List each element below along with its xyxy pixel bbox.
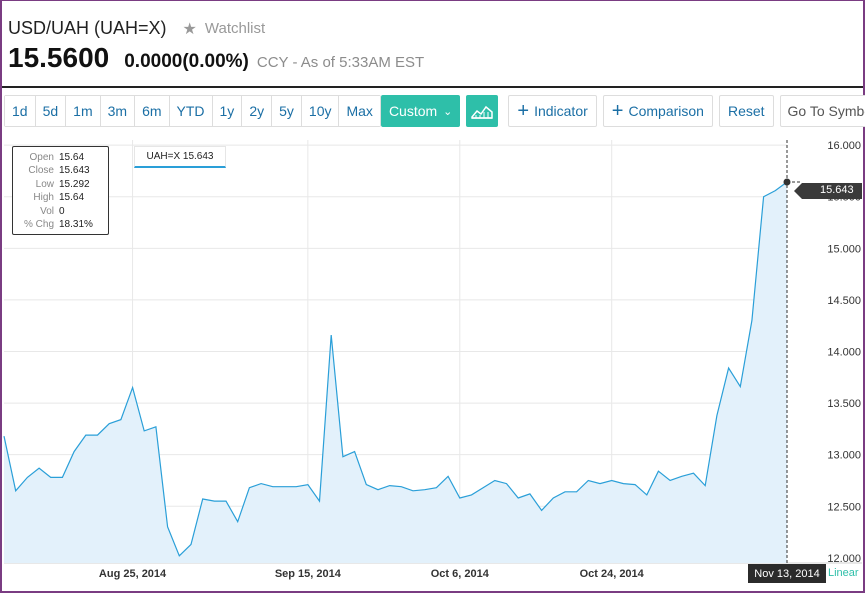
ohlc-label: Vol [40, 205, 54, 217]
change-value: 0.0000 [124, 51, 183, 72]
star-icon[interactable]: ★ [182, 20, 197, 38]
reset-label: Reset [727, 103, 765, 119]
change-percent: (0.00%) [182, 51, 249, 72]
go-to-symbol-input[interactable] [779, 95, 865, 127]
mountain-chart-icon [471, 105, 494, 119]
range-button-1m[interactable]: 1m [66, 96, 101, 126]
asof-text: CCY - As of 5:33AM EST [256, 54, 425, 71]
range-button-3m[interactable]: 3m [100, 96, 136, 126]
range-button-ytd[interactable]: YTD [169, 96, 213, 126]
ohlc-label: High [33, 192, 54, 204]
watchlist-link[interactable]: Watchlist [204, 20, 266, 37]
plus-icon: + [611, 100, 624, 122]
crosshair-price: 15.643 [820, 184, 854, 196]
ohlc-value: 18.31% [59, 219, 93, 231]
ohlc-value: 15.64 [59, 192, 85, 204]
ohlc-label: Close [28, 165, 54, 177]
range-selector: 1d 5d 1m 3m 6m YTD 1y 2y 5y 10y Max [4, 95, 381, 127]
header-divider [2, 86, 863, 88]
price-badge-shape [794, 183, 862, 199]
ohlc-value: 0 [59, 205, 65, 217]
chevron-down-icon: ⌄ [443, 105, 453, 118]
title-row: USD/UAH (UAH=X) ★ Watchlist [8, 18, 265, 39]
ohlc-row: % Chg 18.31% [17, 218, 104, 231]
crosshair-date-badge: Nov 13, 2014 [748, 564, 826, 583]
ohlc-row: Vol 0 [17, 205, 104, 218]
comparison-button[interactable]: + Comparison [602, 95, 713, 127]
price-change: 0.0000(0.00%) [124, 51, 249, 73]
ohlc-label: Open [29, 152, 54, 163]
ohlc-label: % Chg [23, 219, 54, 231]
range-button-5d[interactable]: 5d [35, 96, 67, 126]
crosshair-price-badge: 15.643 [794, 183, 862, 199]
ohlc-row: Low 15.292 [17, 178, 104, 191]
quote-row: 15.5600 0.0000(0.00%) CCY - As of 5:33AM… [8, 42, 424, 74]
ohlc-value: 15.292 [59, 178, 90, 190]
chart-toolbar: 1d 5d 1m 3m 6m YTD 1y 2y 5y 10y Max Custom ⌄ + Ind… [4, 95, 865, 127]
custom-range-label: Custom [388, 103, 438, 119]
ohlc-value: 15.64 [59, 152, 85, 163]
range-button-5y[interactable]: 5y [272, 96, 302, 126]
indicator-button[interactable]: + Indicator [508, 95, 597, 127]
indicator-label: Indicator [534, 103, 588, 119]
ohlc-row: Open 15.64 [17, 151, 104, 164]
symbol-title: USD/UAH (UAH=X) [8, 18, 167, 38]
chart-type-button[interactable] [466, 95, 499, 127]
range-button-1y[interactable]: 1y [212, 96, 243, 126]
comparison-label: Comparison [628, 103, 704, 119]
range-button-max[interactable]: Max [339, 96, 380, 126]
scale-toggle[interactable]: Linear [828, 567, 859, 579]
last-price: 15.5600 [8, 42, 110, 73]
range-button-1d[interactable]: 1d [5, 96, 36, 126]
range-button-10y[interactable]: 10y [301, 96, 340, 126]
ohlc-row: High 15.64 [17, 191, 104, 204]
series-legend-tag[interactable]: UAH=X 15.643 [134, 146, 226, 168]
ohlc-row: Close 15.643 [17, 164, 104, 177]
range-button-2y[interactable]: 2y [242, 96, 273, 126]
range-button-6m[interactable]: 6m [135, 96, 170, 126]
custom-range-button[interactable]: Custom ⌄ [380, 95, 461, 127]
ohlc-value: 15.643 [59, 165, 90, 177]
reset-button[interactable]: Reset [718, 95, 774, 127]
ohlc-tooltip: Open 15.64 Close 15.643 Low 15.292 High 15.64 Vo… [12, 146, 109, 236]
plus-icon: + [517, 100, 530, 122]
ohlc-label: Low [35, 178, 54, 190]
